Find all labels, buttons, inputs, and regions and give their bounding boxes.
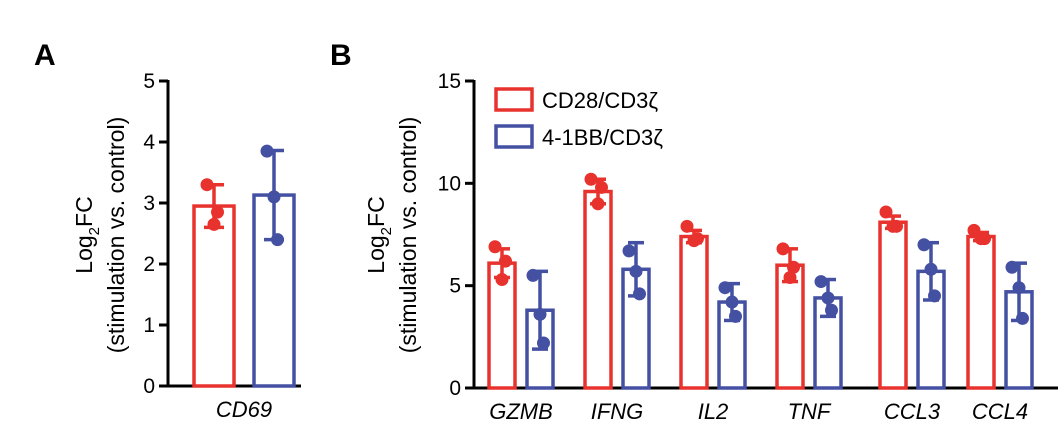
panel-b-point-gzmb-s1 [526,268,540,282]
panel-b-point-ccl3-s0 [890,219,903,233]
legend-label-cd28: CD28/CD3ζ [542,88,658,113]
panel-b-bar-ccl4-s1 [1004,290,1034,390]
panel-b-point-ccl4-s1 [1012,281,1026,295]
panel-b-ylabel-line2: (stimulation vs. control) [395,117,421,353]
panel-a-bar-cd69-s0 [192,204,236,388]
legend-swatch-41bb [494,124,534,149]
panel-b-point-ifng-s1 [622,244,636,258]
panel-b-point-ifng-s1 [633,287,646,301]
panel-b-category-label: TNF [788,399,832,424]
legend-swatch-cd28 [494,87,534,112]
panel-b-point-tnf-s1 [825,303,838,317]
panel-b-point-ccl3-s1 [917,238,931,252]
panel-a-point-cd69-s0 [207,217,221,231]
panel-b-y-tick-label: 0 [449,377,461,400]
panel-b-category-label: CCL4 [972,399,1028,424]
panel-b-point-gzmb-s1 [533,307,547,321]
panel-b-y-tick-label: 15 [438,70,461,93]
panel-b-ylabel-line1: Log2FC [363,196,395,273]
panel-a-letter: A [34,39,56,72]
panel-b-point-il2-s1 [729,309,742,323]
panel-b-point-ifng-s0 [595,180,608,194]
panel-b-point-ccl4-s0 [978,232,991,246]
panel-b-point-tnf-s0 [776,242,790,256]
panel-b-category-label: IL2 [698,399,729,424]
panel-a-ylabel-line2: (stimulation vs. control) [103,117,129,353]
panel-b-point-ccl3-s1 [924,262,938,276]
panel-b-point-tnf-s0 [787,260,800,274]
panel-b-point-tnf-s1 [821,291,835,305]
panel-b-point-ccl3-s0 [879,205,893,219]
panel-a-point-cd69-s1 [271,233,284,247]
panel-b-bar-ccl3-s0 [878,220,908,390]
panel-b-point-il2-s1 [718,281,732,295]
panel-b-bar-ccl4-s0 [966,234,996,390]
panel-b-point-gzmb-s0 [488,240,502,254]
panel-a-category-label: CD69 [216,397,272,422]
panel-b-category-label: IFNG [591,399,644,424]
panel-b-point-ccl4-s1 [1016,311,1029,325]
panel-b-y-tick-label: 10 [438,172,461,195]
panel-a-chart: Log2FC (stimulation vs. control) 0 1 2 3 4 5 C… [71,70,301,422]
panel-b-point-ifng-s1 [629,264,643,278]
panel-b-point-il2-s0 [691,232,704,246]
panel-b-point-ifng-s0 [584,172,598,186]
panel-b-point-tnf-s0 [783,270,797,284]
panel-b-point-il2-s0 [680,219,694,233]
panel-a-ylabel-line1: Log2FC [71,196,103,273]
panel-b-letter: B [330,39,352,72]
panel-b-chart: Log2FC (stimulation vs. control) CD28/CD… [363,70,1058,424]
panel-b-point-ccl3-s1 [928,289,941,303]
panel-b-point-gzmb-s0 [499,254,512,268]
panel-a-y-tick-label: 4 [143,131,155,154]
panel-a-y-tick-label: 0 [143,375,155,398]
panel-b-bar-tnf-s0 [775,263,805,390]
panel-b-point-tnf-s1 [814,275,828,289]
panel-b-bar-il2-s0 [679,234,709,390]
panel-a-y-tick-label: 3 [143,192,155,215]
legend-label-41bb: 4-1BB/CD3ζ [542,125,663,150]
panel-b-point-ccl4-s1 [1005,260,1019,274]
panel-a-point-cd69-s0 [211,205,224,219]
panel-b-point-il2-s1 [725,295,739,309]
panel-a-point-cd69-s1 [260,144,274,158]
panel-a-y-tick-label: 5 [143,70,155,93]
panel-a-y-tick-label: 2 [143,253,155,276]
legend: CD28/CD3ζ 4-1BB/CD3ζ [494,87,663,150]
panel-b-bar-ifng-s0 [583,189,613,390]
panel-a-point-cd69-s1 [267,190,281,204]
panel-b-point-gzmb-s0 [495,273,509,287]
panel-b-y-tick-label: 5 [449,275,461,298]
panel-a-y-tick-label: 1 [143,314,155,337]
panel-b-point-gzmb-s1 [537,336,550,350]
panel-a-point-cd69-s0 [200,178,214,192]
panel-b-category-label: GZMB [489,399,553,424]
panel-b-category-label: CCL3 [884,399,941,424]
panel-b-point-ifng-s0 [591,197,605,211]
